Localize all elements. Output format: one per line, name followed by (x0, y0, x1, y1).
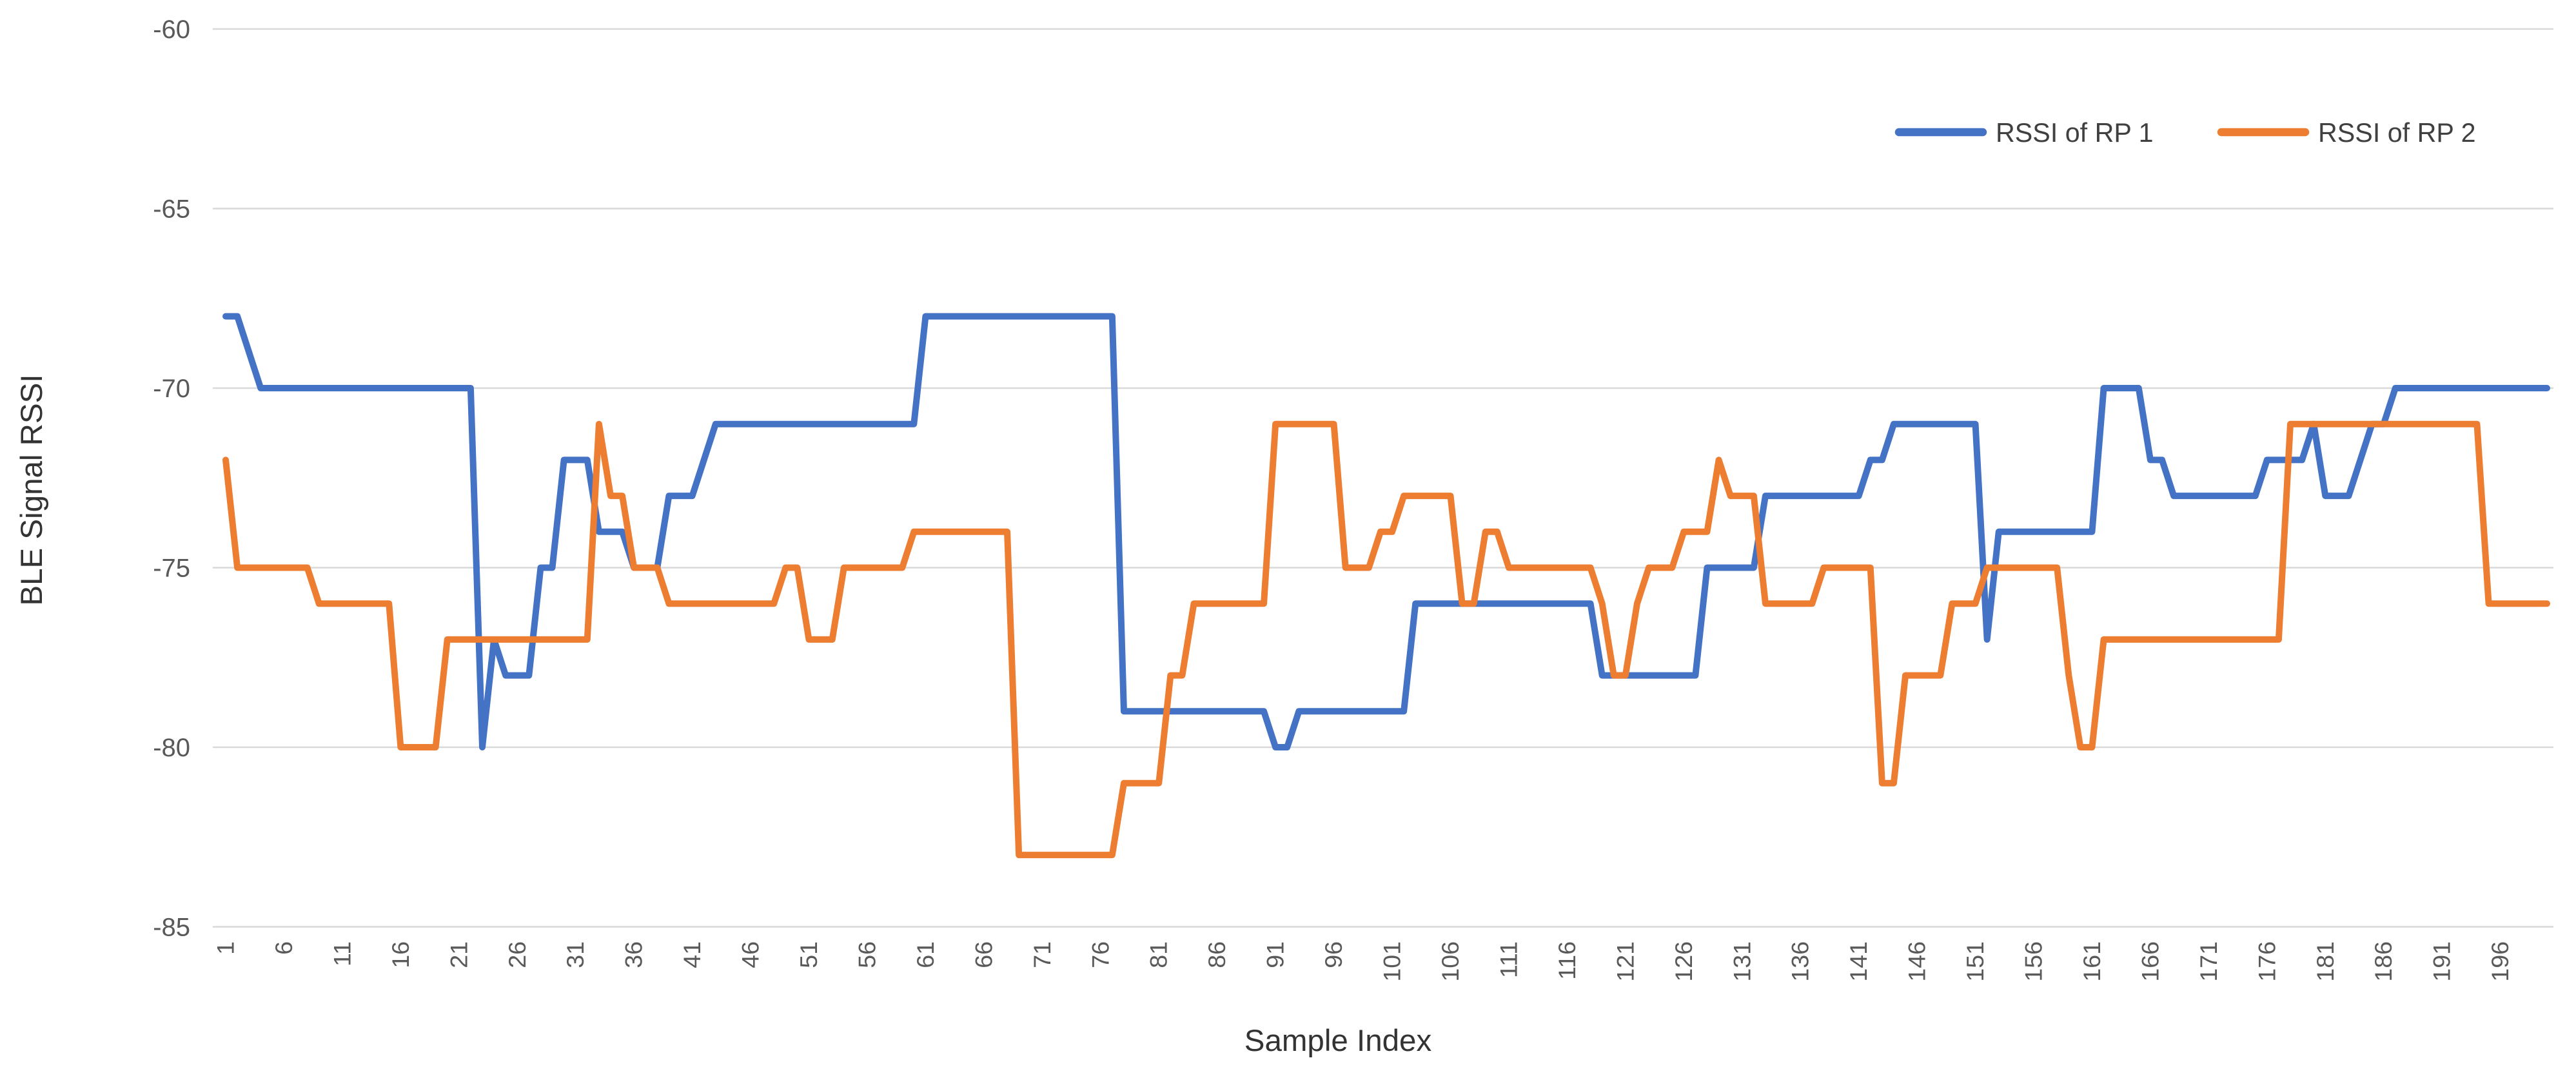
x-tick-label: 111 (1495, 941, 1522, 978)
series-line-2 (222, 420, 2550, 859)
y-tick-label: -65 (153, 195, 190, 223)
x-tick-label: 56 (853, 941, 880, 968)
x-tick-label: 121 (1611, 941, 1638, 982)
x-tick-label: 136 (1787, 941, 1814, 982)
x-tick-label: 191 (2428, 941, 2455, 982)
legend-label-rp1: RSSI of RP 1 (1996, 118, 2154, 148)
x-tick-label: 61 (912, 941, 939, 968)
x-tick-label: 146 (1903, 941, 1931, 982)
y-tick-label: -80 (153, 734, 190, 762)
x-tick-label: 36 (620, 941, 647, 968)
y-tick-label: -60 (153, 15, 190, 44)
x-axis-tick-labels: 1 6 11 16 21 26 31 36 41 46 51 56 61 66 71 76 81 86 91 96 10… (212, 941, 2514, 982)
x-tick-label: 66 (970, 941, 997, 968)
x-tick-label: 116 (1553, 941, 1580, 980)
series-line-1 (222, 313, 2550, 751)
x-tick-label: 81 (1145, 941, 1172, 968)
x-tick-label: 6 (270, 941, 297, 955)
x-tick-label: 21 (445, 941, 472, 968)
x-tick-label: 141 (1845, 941, 1872, 982)
x-tick-label: 71 (1028, 941, 1056, 968)
y-axis-title: BLE Signal RSSI (15, 374, 49, 605)
x-tick-label: 151 (1961, 941, 1989, 982)
x-tick-label: 161 (2078, 941, 2105, 982)
y-axis-tick-labels: -60 -65 -70 -75 -80 -85 (153, 15, 190, 942)
x-tick-label: 106 (1437, 941, 1464, 982)
x-tick-label: 131 (1728, 941, 1755, 982)
x-tick-label: 171 (2195, 941, 2222, 982)
series-lines (222, 313, 2550, 859)
x-tick-label: 86 (1203, 941, 1230, 968)
legend-label-rp2: RSSI of RP 2 (2318, 118, 2476, 148)
gridlines (213, 28, 2553, 928)
x-tick-label: 46 (737, 941, 764, 968)
y-tick-label: -70 (153, 375, 190, 403)
x-tick-label: 41 (678, 941, 705, 968)
x-tick-label: 11 (328, 941, 355, 966)
x-tick-label: 51 (795, 941, 822, 968)
y-tick-label: -75 (153, 554, 190, 582)
x-tick-label: 156 (2020, 941, 2047, 982)
x-axis-title: Sample Index (1244, 1024, 1432, 1058)
x-tick-label: 91 (1262, 941, 1289, 968)
x-tick-label: 16 (387, 941, 414, 968)
x-tick-label: 26 (504, 941, 531, 968)
legend-item-rp2: RSSI of RP 2 (2217, 118, 2476, 148)
x-tick-label: 31 (562, 941, 589, 968)
x-tick-label: 186 (2370, 941, 2397, 982)
x-tick-label: 166 (2136, 941, 2163, 982)
x-tick-label: 126 (1670, 941, 1697, 982)
x-tick-label: 1 (212, 941, 239, 955)
y-tick-label: -85 (153, 913, 190, 941)
x-tick-label: 196 (2486, 941, 2513, 982)
legend-item-rp1: RSSI of RP 1 (1894, 118, 2154, 148)
x-tick-label: 181 (2312, 941, 2339, 982)
legend: RSSI of RP 1 RSSI of RP 2 (1894, 118, 2476, 148)
x-tick-label: 176 (2253, 941, 2280, 982)
x-tick-label: 101 (1379, 941, 1406, 982)
x-tick-label: 76 (1086, 941, 1114, 968)
x-tick-label: 96 (1320, 941, 1347, 968)
